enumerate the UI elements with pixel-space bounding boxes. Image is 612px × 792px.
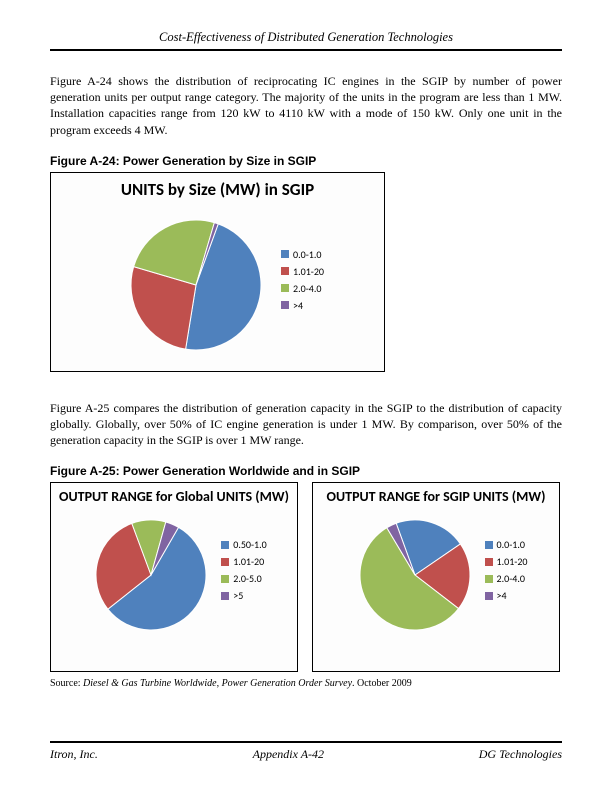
legend-item: 1.01-20 [221,553,266,570]
pie-a25-right-svg [345,505,485,635]
legend-item: 2.0-5.0 [221,570,266,587]
chart-a25-left-title: OUTPUT RANGE for Global UNITS (MW) [59,489,289,505]
page-header-title: Cost-Effectiveness of Distributed Genera… [50,30,562,51]
legend-item: 2.0-4.0 [281,280,324,297]
legend-swatch [485,575,493,583]
pie-a25-left-svg [81,505,221,635]
chart-a24: UNITS by Size (MW) in SGIP 0.0-1.01.01-2… [50,172,385,372]
figure-a25-caption: Figure A-25: Power Generation Worldwide … [50,464,562,478]
legend-swatch [485,541,493,549]
legend-label: >4 [497,587,507,604]
legend-item: >5 [221,587,266,604]
source-prefix: Source: [50,678,83,689]
footer-left: Itron, Inc. [50,747,98,762]
legend-item: 2.0-4.0 [485,570,528,587]
legend-label: >4 [293,297,303,314]
legend-a24: 0.0-1.01.01-202.0-4.0>4 [281,246,324,314]
legend-swatch [221,558,229,566]
paragraph-a24: Figure A-24 shows the distribution of re… [50,73,562,138]
legend-swatch [281,301,289,309]
figure-a25-row: OUTPUT RANGE for Global UNITS (MW) 0.50-… [50,482,562,672]
pie-a24-svg [111,200,281,360]
legend-swatch [485,592,493,600]
chart-a25-right: OUTPUT RANGE for SGIP UNITS (MW) 0.0-1.0… [312,482,560,672]
legend-swatch [281,284,289,292]
legend-a25-left: 0.50-1.01.01-202.0-5.0>5 [221,536,266,604]
legend-label: 1.01-20 [497,553,528,570]
legend-swatch [221,592,229,600]
legend-label: >5 [233,587,243,604]
legend-label: 2.0-4.0 [293,280,321,297]
legend-label: 1.01-20 [293,263,324,280]
source-italic: Diesel & Gas Turbine Worldwide, Power Ge… [83,678,352,689]
legend-swatch [221,541,229,549]
legend-swatch [485,558,493,566]
legend-label: 0.0-1.0 [293,246,321,263]
legend-label: 2.0-4.0 [497,570,525,587]
legend-swatch [281,250,289,258]
paragraph-a25: Figure A-25 compares the distribution of… [50,400,562,449]
source-suffix: . October 2009 [352,678,412,689]
legend-swatch [281,267,289,275]
legend-a25-right: 0.0-1.01.01-202.0-4.0>4 [485,536,528,604]
legend-swatch [221,575,229,583]
legend-item: >4 [281,297,324,314]
chart-a25-left: OUTPUT RANGE for Global UNITS (MW) 0.50-… [50,482,298,672]
figure-a25-source: Source: Diesel & Gas Turbine Worldwide, … [50,678,562,689]
chart-a24-title: UNITS by Size (MW) in SGIP [59,179,376,200]
legend-item: 1.01-20 [281,263,324,280]
figure-a24-caption: Figure A-24: Power Generation by Size in… [50,154,562,168]
legend-label: 0.0-1.0 [497,536,525,553]
legend-label: 1.01-20 [233,553,264,570]
legend-item: 0.0-1.0 [485,536,528,553]
legend-item: 0.0-1.0 [281,246,324,263]
legend-item: 1.01-20 [485,553,528,570]
footer-right: DG Technologies [479,747,562,762]
footer-center: Appendix A-42 [253,747,324,762]
legend-label: 0.50-1.0 [233,536,266,553]
chart-a25-right-title: OUTPUT RANGE for SGIP UNITS (MW) [321,489,551,505]
legend-item: 0.50-1.0 [221,536,266,553]
legend-item: >4 [485,587,528,604]
page-footer: Itron, Inc. Appendix A-42 DG Technologie… [50,741,562,762]
legend-label: 2.0-5.0 [233,570,261,587]
